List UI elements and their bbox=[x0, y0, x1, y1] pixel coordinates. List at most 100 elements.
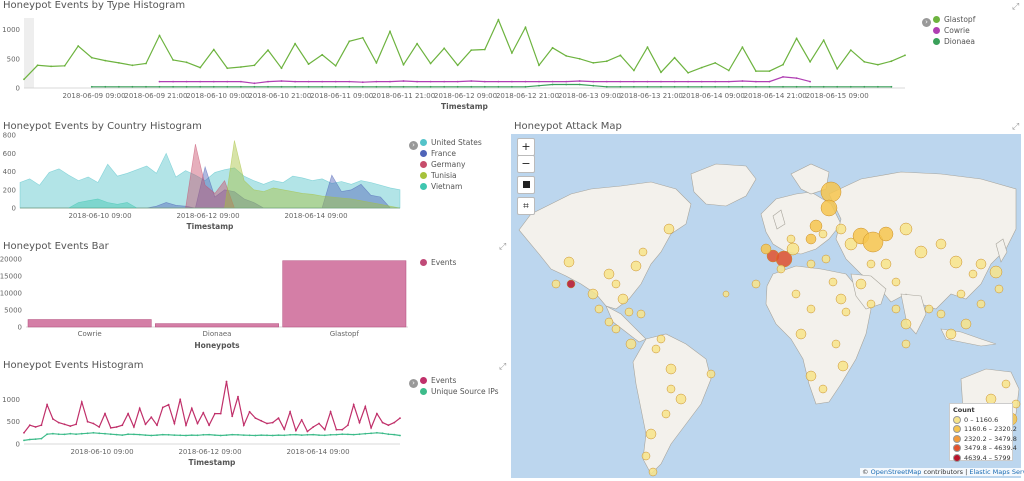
category-label: Dionaea bbox=[203, 330, 232, 338]
data-point bbox=[237, 395, 239, 398]
data-point bbox=[849, 49, 852, 51]
data-point bbox=[172, 85, 175, 88]
type-legend-item[interactable]: Dionaea bbox=[933, 36, 975, 47]
attack-marker bbox=[617, 293, 629, 305]
map-zoom-out-button[interactable]: − bbox=[517, 155, 535, 173]
data-point bbox=[727, 80, 730, 83]
data-point bbox=[131, 85, 134, 88]
x-tick-label: 2018-06-14 09:00 bbox=[682, 92, 745, 100]
attack-marker bbox=[820, 181, 842, 203]
data-point bbox=[294, 85, 296, 88]
data-point bbox=[361, 81, 364, 84]
map-draw-rectangle-button[interactable] bbox=[517, 176, 535, 194]
ems-link[interactable]: Elastic Maps Service bbox=[969, 468, 1024, 476]
legend-dot-icon bbox=[420, 172, 427, 179]
country-legend-item[interactable]: France bbox=[420, 148, 482, 159]
data-point bbox=[300, 419, 303, 421]
legend-label: Germany bbox=[431, 160, 466, 169]
data-point bbox=[524, 85, 527, 88]
attack-marker bbox=[835, 293, 847, 305]
data-point bbox=[115, 433, 118, 436]
y-tick-label: 0 bbox=[16, 441, 20, 449]
data-point bbox=[240, 85, 242, 88]
attack-marker bbox=[636, 309, 646, 319]
data-point bbox=[133, 426, 135, 428]
bar-expand-icon[interactable]: ⤢ bbox=[499, 242, 507, 252]
type-histogram-title: Honeypot Events by Type Histogram bbox=[3, 0, 186, 11]
map-fit-bounds-button[interactable]: ⌗ bbox=[517, 197, 535, 215]
data-point bbox=[202, 411, 205, 414]
map-legend-label: 3479.8 – 4639.4 bbox=[964, 444, 1017, 453]
data-point bbox=[399, 417, 401, 419]
y-tick-label: 600 bbox=[3, 150, 16, 158]
data-point bbox=[795, 85, 798, 88]
events-bar-panel: Honeypot Events Bar bbox=[0, 241, 510, 356]
map-expand-icon[interactable]: ⤢ bbox=[1012, 122, 1020, 132]
data-point bbox=[416, 85, 418, 88]
country-legend-toggle-icon[interactable]: › bbox=[409, 141, 418, 150]
data-point bbox=[348, 85, 351, 88]
country-legend-item[interactable]: Germany bbox=[420, 159, 482, 170]
attack-marker bbox=[563, 256, 575, 268]
country-legend-item[interactable]: United States bbox=[420, 137, 482, 148]
data-point bbox=[80, 432, 83, 435]
data-point bbox=[352, 403, 355, 406]
legend-dot-icon bbox=[420, 377, 427, 384]
data-point bbox=[393, 421, 396, 424]
y-tick-label: 15000 bbox=[0, 273, 22, 281]
hist-legend-item[interactable]: Events bbox=[420, 375, 499, 386]
attack-marker bbox=[795, 328, 807, 340]
type-expand-icon[interactable]: ⤢ bbox=[1012, 2, 1020, 12]
type-legend-toggle-icon[interactable]: › bbox=[922, 18, 931, 27]
data-point bbox=[768, 80, 771, 83]
attack-marker bbox=[706, 369, 716, 379]
country-legend-item[interactable]: Vietnam bbox=[420, 181, 482, 192]
land-uk bbox=[772, 209, 786, 230]
hist-expand-icon[interactable]: ⤢ bbox=[499, 362, 507, 372]
osm-link[interactable]: OpenStreetMap bbox=[870, 468, 922, 476]
data-point bbox=[782, 76, 784, 78]
events-legend-toggle-icon[interactable]: › bbox=[409, 379, 418, 388]
data-point bbox=[822, 39, 825, 42]
land-greenland bbox=[690, 163, 757, 207]
data-point bbox=[190, 434, 193, 436]
bar-legend-item[interactable]: Events bbox=[420, 257, 456, 268]
type-legend-item[interactable]: Glastopf bbox=[933, 14, 975, 25]
bar-glastopf bbox=[282, 260, 407, 328]
hist-legend-item[interactable]: Unique Source IPs bbox=[420, 386, 499, 397]
attack-marker bbox=[891, 304, 901, 314]
data-point bbox=[185, 80, 188, 83]
country-legend-item[interactable]: Tunisia bbox=[420, 170, 482, 181]
data-point bbox=[248, 410, 251, 413]
data-point bbox=[809, 85, 811, 88]
series-line-dionaea bbox=[91, 83, 892, 88]
data-point bbox=[121, 434, 124, 436]
data-point bbox=[225, 434, 228, 436]
data-point bbox=[822, 85, 825, 88]
data-point bbox=[341, 428, 344, 431]
data-point bbox=[231, 415, 234, 418]
data-point bbox=[253, 82, 256, 85]
attack-marker bbox=[841, 307, 851, 317]
y-tick-label: 5000 bbox=[4, 307, 22, 315]
type-legend-item[interactable]: Cowrie bbox=[933, 25, 975, 36]
data-point bbox=[633, 69, 635, 72]
data-point bbox=[92, 431, 95, 434]
data-point bbox=[156, 424, 158, 427]
map-zoom-in-button[interactable]: + bbox=[517, 138, 535, 156]
attack-map[interactable] bbox=[511, 134, 1021, 478]
data-point bbox=[809, 60, 811, 63]
data-point bbox=[323, 428, 326, 431]
x-tick-label: 2018-06-13 21:00 bbox=[620, 92, 683, 100]
attack-marker bbox=[878, 226, 894, 242]
y-tick-label: 500 bbox=[7, 418, 20, 426]
attack-marker bbox=[675, 393, 687, 405]
copyright-symbol: © bbox=[862, 468, 869, 476]
data-point bbox=[364, 405, 367, 408]
data-point bbox=[376, 412, 378, 415]
series-line-unique-source-ips bbox=[23, 432, 401, 441]
data-point bbox=[46, 433, 48, 436]
attack-marker bbox=[945, 328, 957, 340]
map-legend-label: 4639.4 – 5799 bbox=[964, 453, 1011, 462]
x-tick-label: 2018-06-13 09:00 bbox=[558, 92, 621, 100]
